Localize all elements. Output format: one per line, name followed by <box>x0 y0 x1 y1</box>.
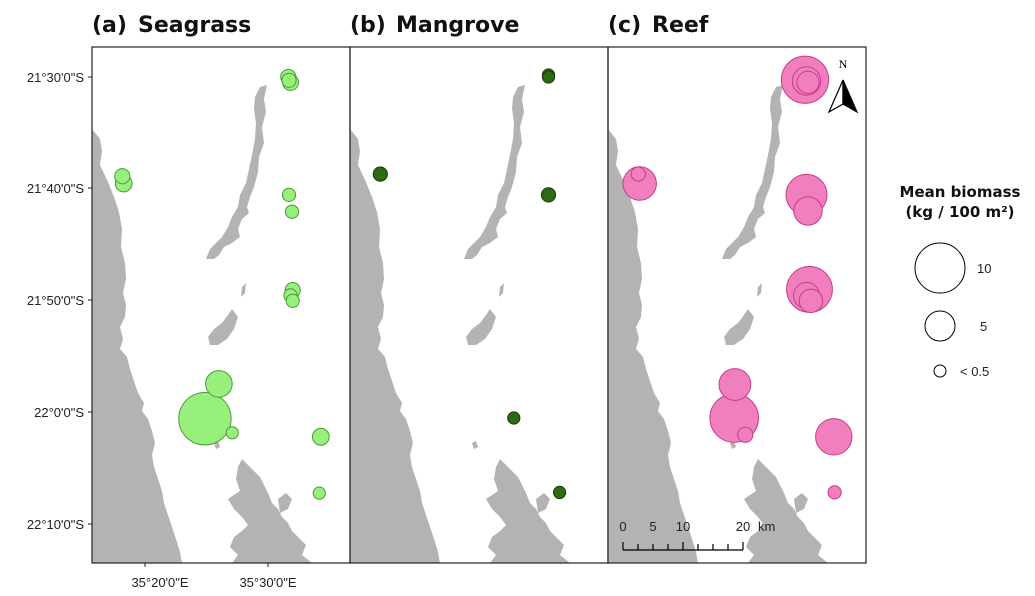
y-tick-label: 22°0'0"S <box>34 405 84 420</box>
north-label: N <box>839 57 848 71</box>
reef-site-marker <box>815 418 853 456</box>
scale-bar <box>622 542 744 551</box>
y-tick-label: 21°40'0"S <box>27 181 84 196</box>
legend-subtitle: (kg / 100 m²) <box>905 203 1014 221</box>
y-axis <box>88 76 92 525</box>
mangrove-site-marker <box>507 411 521 425</box>
panel-c-label: (c) <box>608 13 641 38</box>
reef-site-marker <box>630 166 646 182</box>
legend-title: Mean biomass <box>900 183 1021 201</box>
legend-circle <box>924 310 956 342</box>
seagrass-sites <box>114 68 330 500</box>
x-tick-label: 35°20'0"E <box>131 575 188 590</box>
mangrove-site-marker <box>541 70 556 84</box>
scale-tick-label: 10 <box>676 519 690 534</box>
scale-tick-label: 0 <box>619 519 626 534</box>
reef-site-marker <box>827 485 842 500</box>
seagrass-site-marker <box>312 486 326 500</box>
panel-a-label: (a) <box>92 13 127 38</box>
panel-reef <box>607 46 867 564</box>
mangrove-site-marker <box>553 485 567 499</box>
reef-site-marker <box>737 426 754 443</box>
seagrass-site-marker <box>285 293 300 308</box>
reef-sites <box>622 55 853 500</box>
seagrass-site-marker <box>281 72 297 88</box>
north-arrow-icon <box>827 79 859 114</box>
legend-circle <box>933 364 947 378</box>
y-tick-label: 21°30'0"S <box>27 70 84 85</box>
panel-seagrass <box>91 46 351 564</box>
mangrove-site-marker <box>540 187 557 203</box>
seagrass-site-marker <box>205 370 233 398</box>
legend-items: 10 5 < 0.5 <box>914 242 991 379</box>
legend-circle <box>914 242 966 294</box>
y-tick-label: 21°50'0"S <box>27 293 84 308</box>
mangrove-sites <box>372 68 567 499</box>
panel-c-title: Reef <box>652 13 709 38</box>
panel-b-title: Mangrove <box>396 13 519 38</box>
panel-a-title: Seagrass <box>138 13 251 38</box>
seagrass-site-marker <box>178 392 232 446</box>
x-tick-label: 35°30'0"E <box>239 575 296 590</box>
scale-tick-label: 5 <box>649 519 656 534</box>
scale-tick-label: 20 <box>736 519 750 534</box>
legend-label: 10 <box>977 261 991 276</box>
x-axis <box>144 563 269 567</box>
seagrass-site-marker <box>311 427 330 446</box>
seagrass-site-marker <box>284 204 300 219</box>
panel-mangrove <box>349 46 609 564</box>
panel-b-label: (b) <box>350 13 386 38</box>
seagrass-site-marker <box>281 187 297 202</box>
y-tick-label: 22°10'0"S <box>27 517 84 532</box>
scale-unit: km <box>758 519 775 534</box>
seagrass-site-marker <box>114 168 131 185</box>
reef-site-marker <box>796 70 820 95</box>
legend-label: < 0.5 <box>960 364 989 379</box>
reef-site-marker <box>793 196 823 226</box>
reef-site-marker <box>798 288 824 314</box>
mangrove-site-marker <box>372 166 388 182</box>
reef-site-marker <box>718 368 752 401</box>
legend-label: 5 <box>980 319 987 334</box>
seagrass-site-marker <box>225 426 239 440</box>
